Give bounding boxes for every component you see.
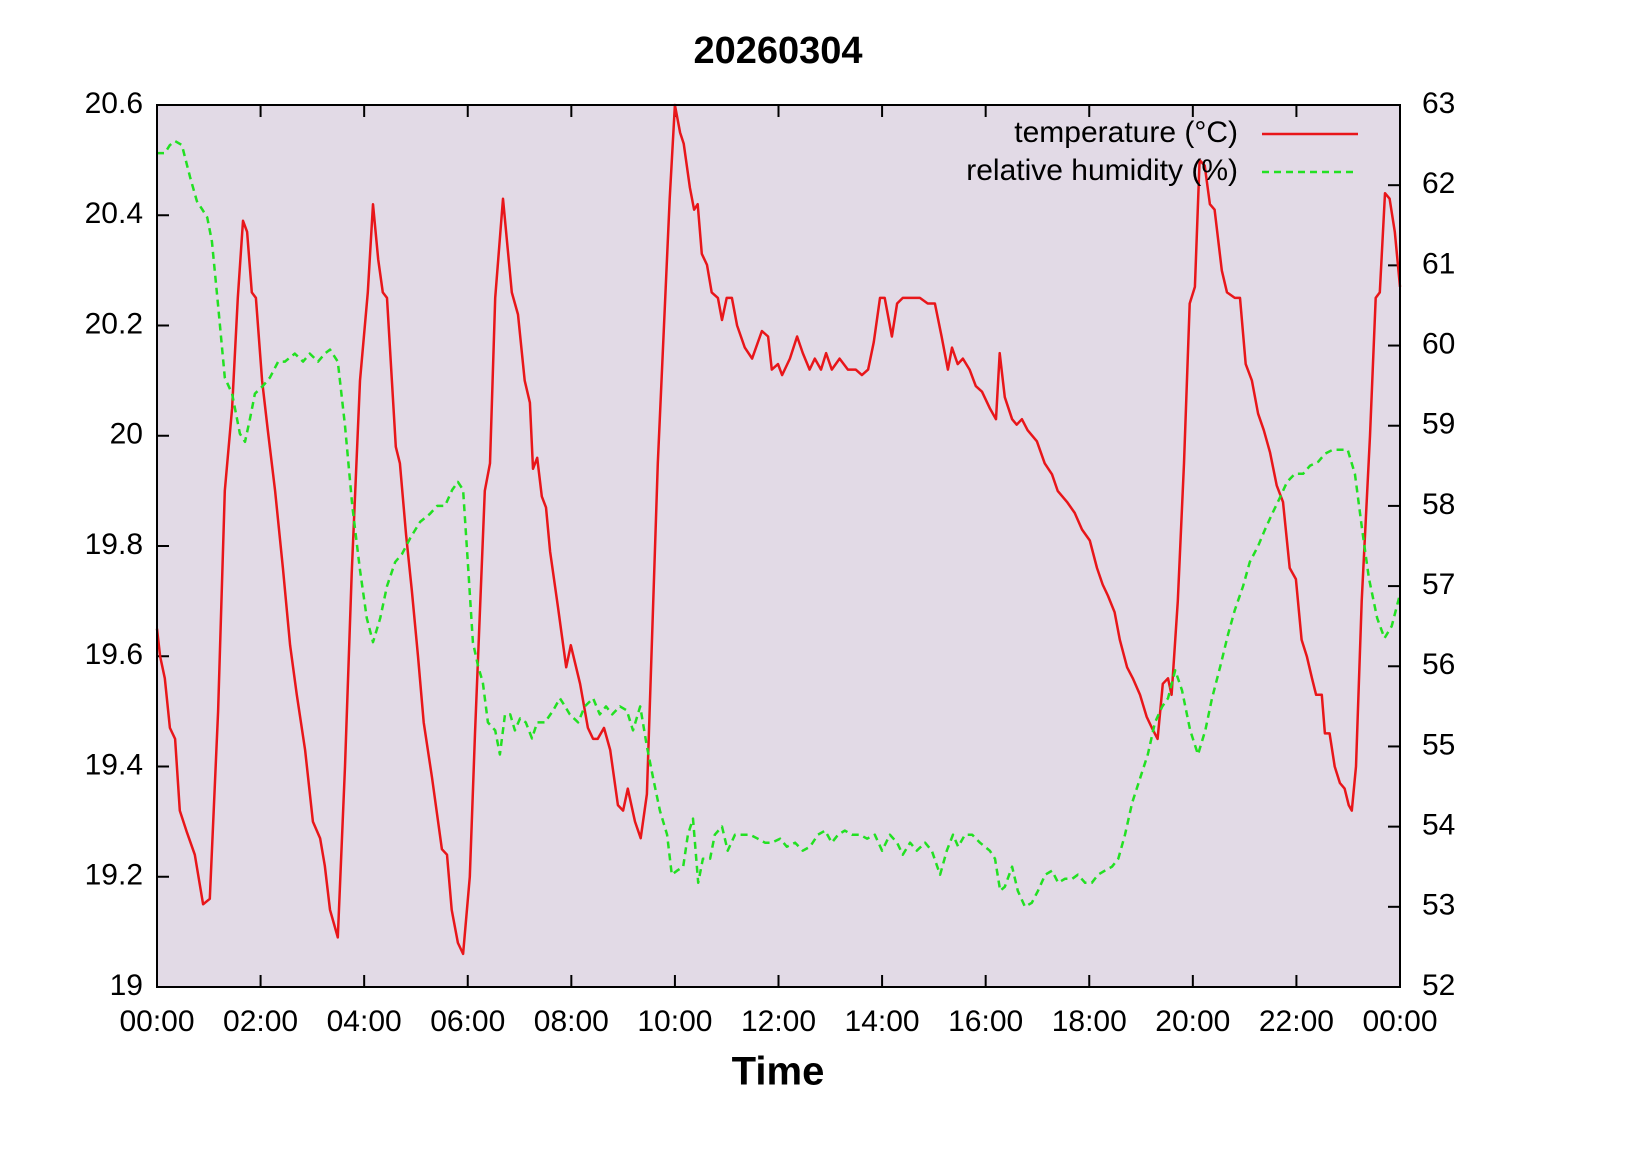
y-tick-label: 20.4	[85, 197, 143, 230]
x-tick-label: 00:00	[119, 1005, 194, 1038]
x-tick-label: 06:00	[430, 1005, 505, 1038]
y2-tick-label: 52	[1422, 969, 1455, 1002]
y-tick-label: 19.4	[85, 748, 143, 781]
x-tick-label: 12:00	[741, 1005, 816, 1038]
y2-tick-label: 59	[1422, 408, 1455, 441]
x-tick-label: 08:00	[534, 1005, 609, 1038]
x-tick-label: 00:00	[1362, 1005, 1437, 1038]
x-axis-label: Time	[732, 1050, 825, 1094]
y-tick-label: 19.6	[85, 638, 143, 671]
chart-title: 20260304	[693, 30, 862, 72]
legend-label: temperature (°C)	[1014, 116, 1238, 149]
y2-tick-label: 58	[1422, 488, 1455, 521]
x-tick-label: 16:00	[948, 1005, 1023, 1038]
plot-area	[157, 105, 1400, 987]
x-tick-label: 18:00	[1052, 1005, 1127, 1038]
y2-tick-label: 55	[1422, 728, 1455, 761]
y2-tick-label: 63	[1422, 87, 1455, 120]
plot-border	[156, 104, 1401, 988]
x-tick-label: 10:00	[637, 1005, 712, 1038]
series-line	[155, 103, 1402, 956]
y2-tick-label: 60	[1422, 327, 1455, 360]
y-tick-label: 20	[110, 418, 143, 451]
y2-tick-label: 54	[1422, 809, 1455, 842]
y2-tick-label: 62	[1422, 167, 1455, 200]
y2-tick-label: 56	[1422, 648, 1455, 681]
y-tick-label: 20.2	[85, 307, 143, 340]
legend-label: relative humidity (%)	[966, 154, 1238, 187]
y-tick-label: 20.6	[85, 87, 143, 120]
y-tick-label: 19	[110, 969, 143, 1002]
y-tick-label: 19.8	[85, 528, 143, 561]
y-tick-label: 19.2	[85, 859, 143, 892]
x-tick-label: 22:00	[1259, 1005, 1334, 1038]
y2-tick-label: 57	[1422, 568, 1455, 601]
x-tick-label: 20:00	[1155, 1005, 1230, 1038]
x-tick-label: 14:00	[845, 1005, 920, 1038]
y2-tick-label: 61	[1422, 247, 1455, 280]
x-tick-label: 02:00	[223, 1005, 298, 1038]
y2-tick-label: 53	[1422, 889, 1455, 922]
series-line	[157, 139, 1402, 909]
x-tick-label: 04:00	[327, 1005, 402, 1038]
